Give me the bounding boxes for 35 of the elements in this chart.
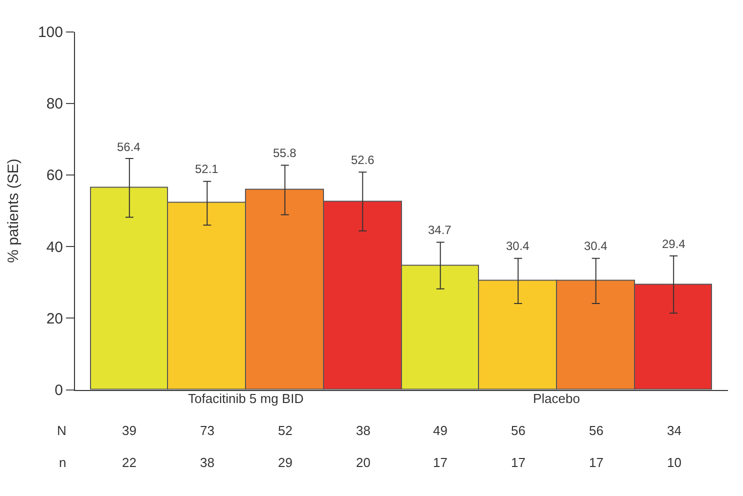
data-label: 56.4	[117, 140, 141, 154]
text: 73	[200, 423, 214, 438]
text: 49	[433, 423, 448, 438]
text: 52	[278, 423, 292, 438]
data-label: 30.4	[506, 239, 530, 253]
text: 17	[433, 455, 448, 470]
text: 38	[356, 423, 370, 438]
text: Placebo	[533, 391, 580, 406]
data-label: 34.7	[428, 223, 452, 237]
y-tick-label: 80	[46, 96, 63, 113]
y-tick-label: 40	[46, 238, 63, 256]
data-label: 52.1	[195, 162, 219, 176]
text: 22	[122, 455, 136, 470]
data-label: 52.6	[351, 153, 375, 167]
y-tick-label: 100	[38, 24, 63, 42]
text: 20	[356, 455, 370, 470]
text: N	[57, 423, 66, 438]
data-label: 55.8	[273, 146, 297, 160]
text: 56	[589, 423, 604, 438]
text: 17	[589, 455, 604, 470]
text: n	[59, 455, 66, 470]
text: 29	[278, 455, 292, 470]
text: 38	[200, 455, 214, 470]
data-label: 30.4	[584, 239, 608, 253]
text: 17	[511, 455, 526, 470]
text: 56	[511, 423, 526, 438]
text: Tofacitinib 5 mg BID	[188, 391, 304, 406]
y-tick-label: 20	[46, 310, 63, 328]
text: 39	[122, 423, 136, 438]
text: 10	[667, 455, 682, 470]
y-tick-label: 0	[54, 382, 63, 400]
y-tick-label: 60	[46, 167, 63, 184]
text: 34	[667, 423, 682, 438]
data-label: 29.4	[662, 237, 686, 251]
y-axis-title: % patients (SE)	[5, 158, 22, 263]
